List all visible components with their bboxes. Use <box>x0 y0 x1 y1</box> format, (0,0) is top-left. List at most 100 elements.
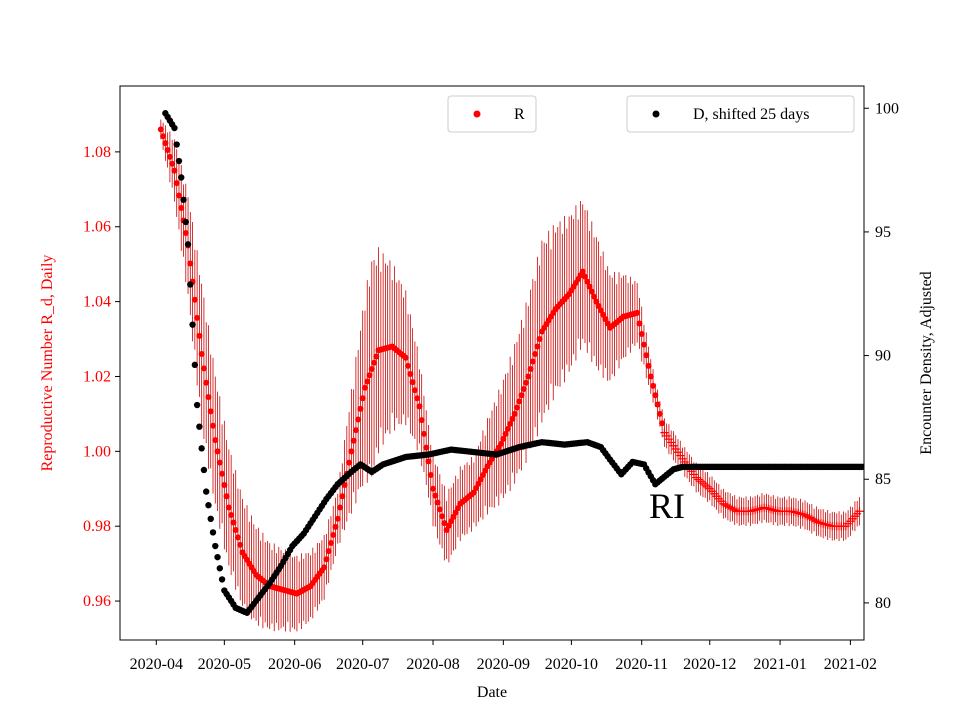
r-point <box>423 444 430 451</box>
d-point <box>218 576 226 583</box>
r-point <box>441 520 448 527</box>
r-point <box>527 365 534 372</box>
d-point <box>196 423 203 430</box>
r-point <box>327 540 334 547</box>
d-point <box>180 196 187 203</box>
r-point <box>230 519 237 526</box>
r-point <box>175 192 182 199</box>
r-point <box>652 392 659 399</box>
x-tick-label: 2020-12 <box>683 656 736 673</box>
r-point <box>207 408 214 415</box>
r-point <box>173 180 180 187</box>
y-left-tick-label: 1.04 <box>83 294 111 311</box>
x-tick-label: 2020-09 <box>477 656 530 673</box>
r-point <box>352 427 359 434</box>
r-point <box>504 425 511 432</box>
r-point <box>214 448 221 455</box>
d-point <box>187 281 194 288</box>
y-right-tick-label: 80 <box>875 595 891 612</box>
x-axis: 2020-04 2020-05 2020-06 2020-07 2020-08 2020-… <box>130 640 877 673</box>
y-left-tick-label: 1.02 <box>83 368 111 385</box>
legend-d: D, shifted 25 days <box>626 95 855 133</box>
r-point <box>647 373 654 380</box>
r-point <box>160 133 167 140</box>
x-tick-label: 2020-10 <box>545 656 598 673</box>
r-point <box>640 341 647 348</box>
r-point <box>855 507 864 516</box>
r-point <box>325 548 332 555</box>
r-point <box>212 437 219 444</box>
r-point <box>348 448 355 455</box>
r-point <box>502 430 509 437</box>
r-point <box>416 403 423 410</box>
plot-frame <box>119 85 865 641</box>
r-point <box>409 379 416 386</box>
d-point <box>191 361 199 369</box>
legend-r-frame <box>447 95 537 133</box>
r-point <box>584 278 591 285</box>
legend-r-marker <box>473 110 481 118</box>
r-point <box>518 392 525 399</box>
d-point <box>214 553 221 561</box>
r-point <box>221 482 228 489</box>
r-point <box>323 556 330 563</box>
r-point <box>588 288 595 295</box>
d-point <box>193 401 201 409</box>
r-point <box>513 404 520 411</box>
r-point <box>654 401 661 408</box>
r-point <box>529 358 536 365</box>
r-point <box>432 492 439 499</box>
y-axis-right-label: Encounter Density, Adjusted <box>918 271 935 454</box>
r-point <box>523 379 530 386</box>
r-point <box>162 140 169 147</box>
x-tick-label: 2020-06 <box>268 656 321 673</box>
r-point <box>439 513 446 520</box>
r-point <box>411 387 418 394</box>
legend-r: R <box>447 95 537 133</box>
r-point <box>359 395 366 402</box>
x-tick-label: 2021-01 <box>753 656 806 673</box>
r-point <box>171 167 178 174</box>
r-point <box>636 320 643 327</box>
r-point <box>187 260 194 267</box>
r-point <box>361 384 368 391</box>
r-point <box>373 353 380 360</box>
r-point <box>500 435 507 442</box>
r-point <box>182 229 189 236</box>
d-point <box>184 241 192 248</box>
r-point <box>200 365 207 372</box>
r-point <box>656 410 663 417</box>
y-left-tick-label: 1.06 <box>83 219 111 236</box>
r-point <box>436 506 443 513</box>
x-tick-label: 2021-02 <box>824 656 877 673</box>
r-point <box>166 153 173 160</box>
r-point <box>638 331 645 338</box>
r-point <box>366 372 373 379</box>
r-point <box>196 332 203 339</box>
r-point <box>210 422 216 429</box>
r-point <box>194 314 201 321</box>
d-point <box>178 174 185 181</box>
y-axis-left-label: Reproductive Number R_d, Daily <box>39 255 56 472</box>
r-point <box>191 296 198 303</box>
r-point <box>321 564 328 571</box>
r-point <box>205 394 212 401</box>
r-point <box>634 309 641 316</box>
r-point <box>346 459 353 466</box>
r-point <box>219 470 226 477</box>
d-point <box>202 488 210 495</box>
r-point <box>414 395 421 402</box>
r-point <box>536 336 543 343</box>
y-left-tick-label: 0.96 <box>83 593 111 610</box>
d-point <box>200 466 208 474</box>
r-point <box>203 379 210 386</box>
r-point <box>234 534 241 541</box>
d-point <box>198 445 205 452</box>
r-point <box>659 420 666 427</box>
r-point <box>425 458 432 465</box>
r-point <box>402 354 409 361</box>
r-point <box>337 504 344 511</box>
x-tick-label: 2020-07 <box>336 656 389 673</box>
r-point <box>579 268 586 275</box>
d-point <box>173 141 180 148</box>
